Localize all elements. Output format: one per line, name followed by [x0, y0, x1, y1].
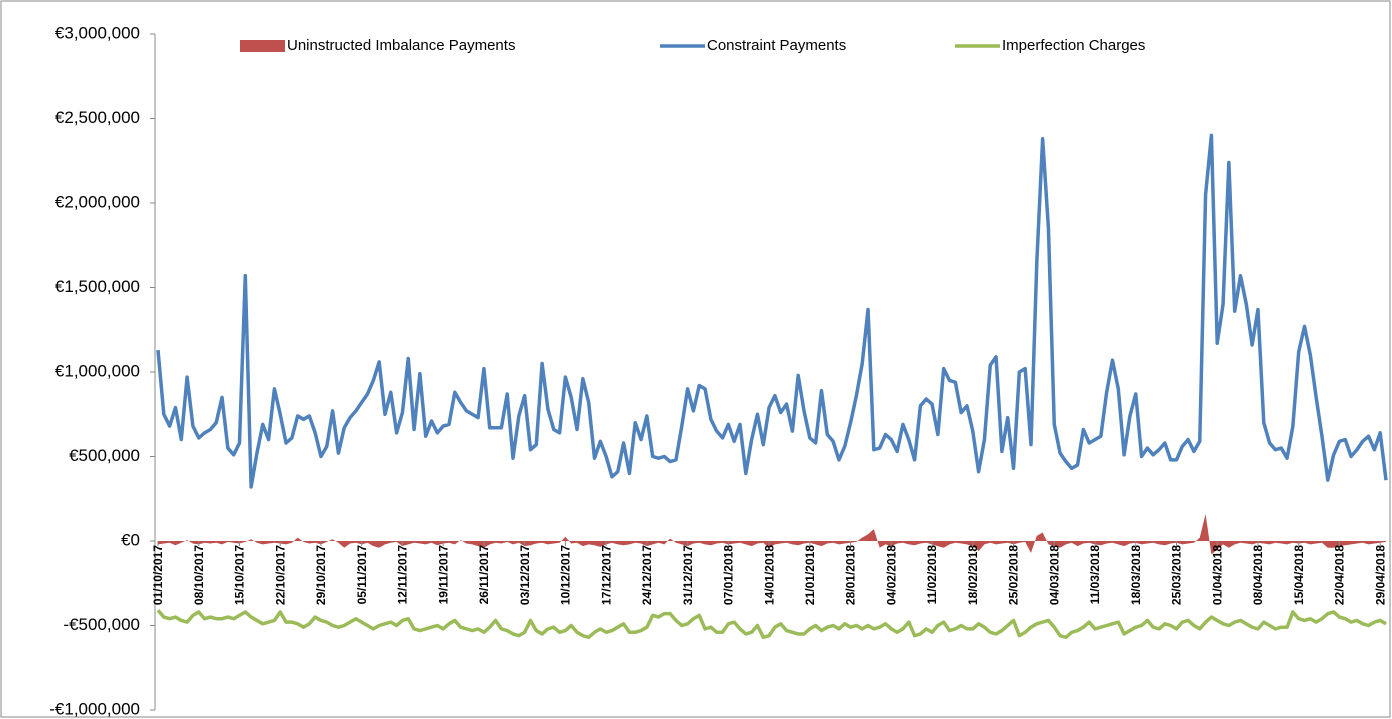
- x-tick-label: 10/12/2017: [559, 545, 573, 605]
- x-tick-label: 12/11/2017: [396, 545, 410, 605]
- area: [158, 513, 1386, 555]
- y-tick-label: €2,000,000: [55, 192, 140, 211]
- x-tick-label: 19/11/2017: [436, 545, 450, 605]
- legend-label: Imperfection Charges: [1002, 37, 1145, 54]
- y-tick-label: €1,000,000: [55, 361, 140, 380]
- y-tick-label: €0: [121, 530, 140, 549]
- x-tick-label: 04/03/2018: [1047, 545, 1061, 605]
- x-tick-label: 05/11/2017: [355, 545, 369, 605]
- x-tick-label: 22/10/2017: [273, 545, 287, 605]
- x-tick-label: 11/03/2018: [1088, 545, 1102, 605]
- y-tick-label: €1,500,000: [55, 277, 140, 296]
- x-tick-label: 11/02/2018: [925, 545, 939, 605]
- x-tick-label: 15/04/2018: [1292, 545, 1306, 605]
- line: [156, 133, 1388, 489]
- x-tick-label: 01/04/2018: [1210, 545, 1224, 605]
- x-tick-label: 08/04/2018: [1251, 545, 1265, 605]
- legend-label: Uninstructed Imbalance Payments: [287, 37, 515, 54]
- y-tick-label: €3,000,000: [55, 23, 140, 42]
- legend-swatch: [240, 40, 285, 52]
- line: [156, 609, 1387, 640]
- x-tick-label: 07/01/2018: [722, 545, 736, 605]
- x-tick-label: 15/10/2017: [233, 545, 247, 605]
- x-tick-label: 01/10/2017: [151, 545, 165, 605]
- y-tick-label: -€500,000: [63, 615, 140, 634]
- legend-label: Constraint Payments: [707, 37, 846, 54]
- y-tick-label: -€1,000,000: [49, 699, 140, 718]
- x-tick-label: 03/12/2017: [518, 545, 532, 605]
- x-tick-label: 21/01/2018: [803, 545, 817, 605]
- x-tick-label: 31/12/2017: [681, 545, 695, 605]
- x-tick-label: 28/01/2018: [844, 545, 858, 605]
- x-tick-label: 18/03/2018: [1129, 545, 1143, 605]
- x-tick-label: 18/02/2018: [966, 545, 980, 605]
- x-tick-label: 14/01/2018: [762, 545, 776, 605]
- y-tick-label: €2,500,000: [55, 108, 140, 127]
- x-tick-label: 22/04/2018: [1333, 545, 1347, 605]
- x-tick-label: 17/12/2017: [599, 545, 613, 605]
- x-tick-label: 24/12/2017: [640, 545, 654, 605]
- x-tick-label: 08/10/2017: [192, 545, 206, 605]
- x-tick-label: 29/04/2018: [1373, 545, 1387, 605]
- x-tick-label: 04/02/2018: [884, 545, 898, 605]
- x-tick-label: 26/11/2017: [477, 545, 491, 605]
- x-tick-label: 25/02/2018: [1007, 545, 1021, 605]
- y-tick-label: €500,000: [69, 446, 140, 465]
- x-tick-label: 29/10/2017: [314, 545, 328, 605]
- x-tick-label: 25/03/2018: [1170, 545, 1184, 605]
